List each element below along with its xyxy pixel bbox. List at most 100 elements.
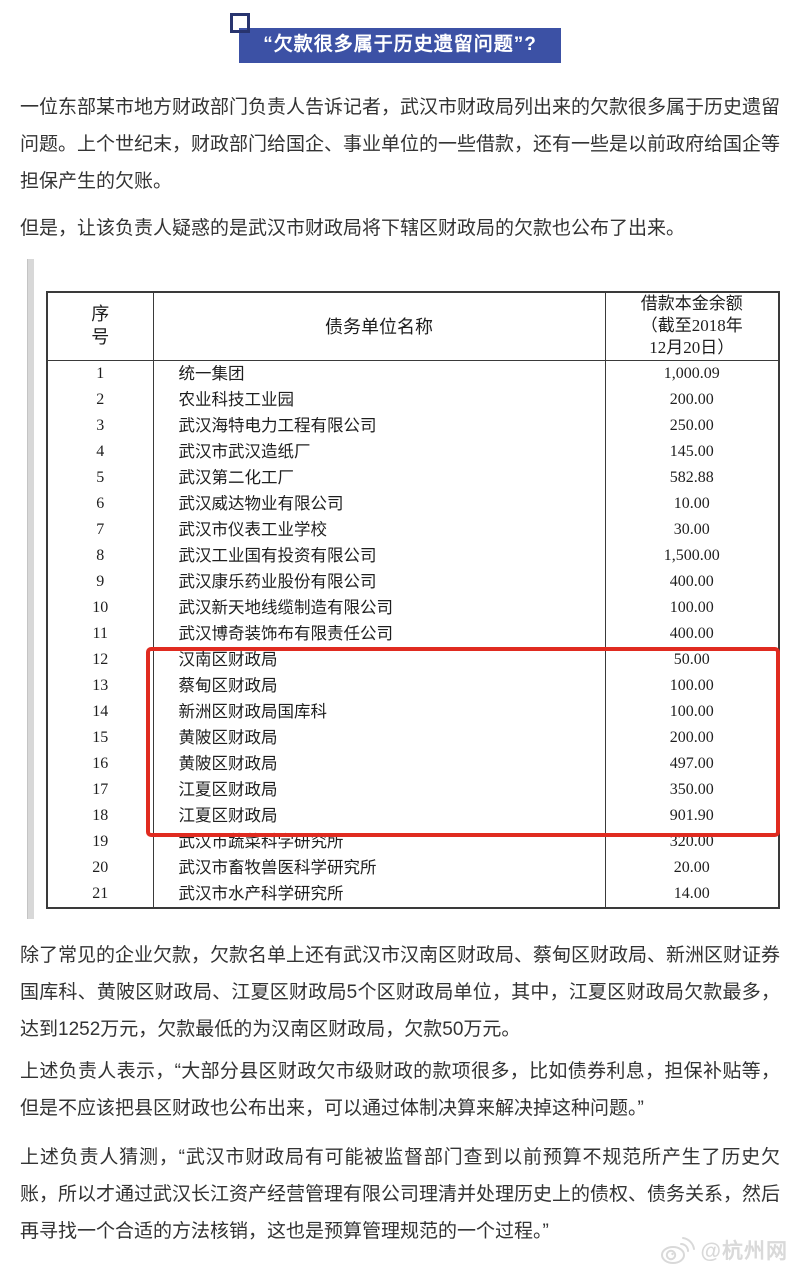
table-row: 20 武汉市畜牧兽医科学研究所 20.00	[46, 854, 780, 881]
table-row: 7 武汉市仪表工业学校 30.00	[46, 516, 780, 543]
watermark-handle: @杭州网	[700, 1240, 788, 1263]
debtor-name: 黄陂区财政局	[152, 750, 606, 777]
row-number: 1	[46, 360, 154, 387]
debtor-name: 武汉威达物业有限公司	[152, 490, 606, 517]
row-number: 15	[46, 724, 154, 751]
debtor-name: 武汉市畜牧兽医科学研究所	[152, 854, 606, 881]
table-row: 10 武汉新天地线缆制造有限公司 100.00	[46, 594, 780, 621]
loan-amount: 250.00	[604, 412, 780, 439]
table-row: 1 统一集团 1,000.09	[46, 360, 780, 387]
debtor-name: 新洲区财政局国库科	[152, 698, 606, 725]
article-paragraph-2: 但是，让该负责人疑惑的是武汉市财政局将下辖区财政局的欠款也公布了出来。	[20, 218, 686, 239]
loan-amount: 582.88	[604, 464, 780, 491]
debt-table: 序号 债务单位名称 借款本金余额 （截至2018年 12月20日） 1 统一集团…	[46, 291, 780, 909]
table-row: 9 武汉康乐药业股份有限公司 400.00	[46, 568, 780, 595]
row-number: 2	[46, 386, 154, 413]
row-number: 21	[46, 880, 154, 908]
row-number: 14	[46, 698, 154, 725]
row-number: 16	[46, 750, 154, 777]
loan-amount: 400.00	[604, 568, 780, 595]
loan-amount: 1,000.09	[604, 360, 780, 387]
loan-amount: 901.90	[604, 802, 780, 829]
row-number: 17	[46, 776, 154, 803]
row-number: 11	[46, 620, 154, 647]
loan-amount: 145.00	[604, 438, 780, 465]
table-row: 5 武汉第二化工厂 582.88	[46, 464, 780, 491]
debtor-name: 武汉第二化工厂	[152, 464, 606, 491]
table-row: 2 农业科技工业园 200.00	[46, 386, 780, 413]
loan-amount: 30.00	[604, 516, 780, 543]
table-row: 13 蔡甸区财政局 100.00	[46, 672, 780, 699]
table-row: 14 新洲区财政局国库科 100.00	[46, 698, 780, 725]
debt-table-body: 1 统一集团 1,000.09 2 农业科技工业园 200.00 3 武汉海特电…	[46, 360, 780, 908]
weibo-icon	[660, 1237, 695, 1264]
debtor-name: 武汉新天地线缆制造有限公司	[152, 594, 606, 621]
article-paragraph-4: 上述负责人表示，“大部分县区财政欠市级财政的款项很多，比如债券利息，担保补贴等，…	[20, 1061, 780, 1119]
loan-amount: 100.00	[604, 594, 780, 621]
loan-amount: 50.00	[604, 646, 780, 673]
table-row: 18 江夏区财政局 901.90	[46, 802, 780, 829]
loan-amount: 350.00	[604, 776, 780, 803]
row-number: 7	[46, 516, 154, 543]
debtor-name: 江夏区财政局	[152, 776, 606, 803]
table-row: 6 武汉威达物业有限公司 10.00	[46, 490, 780, 517]
column-header-name: 债务单位名称	[152, 292, 606, 361]
row-number: 20	[46, 854, 154, 881]
table-row: 19 武汉市蔬菜科学研究所 320.00	[46, 828, 780, 855]
loan-amount: 200.00	[604, 386, 780, 413]
table-screenshot: 序号 债务单位名称 借款本金余额 （截至2018年 12月20日） 1 统一集团…	[0, 259, 800, 919]
row-number: 3	[46, 412, 154, 439]
loan-amount: 14.00	[604, 880, 780, 908]
table-row: 11 武汉博奇装饰布有限责任公司 400.00	[46, 620, 780, 647]
loan-amount: 100.00	[604, 698, 780, 725]
row-number: 19	[46, 828, 154, 855]
debtor-name: 武汉市仪表工业学校	[152, 516, 606, 543]
row-number: 18	[46, 802, 154, 829]
row-number: 5	[46, 464, 154, 491]
corner-mark-icon	[230, 13, 251, 33]
loan-amount: 20.00	[604, 854, 780, 881]
table-row: 8 武汉工业国有投资有限公司 1,500.00	[46, 542, 780, 569]
loan-amount: 400.00	[604, 620, 780, 647]
row-number: 6	[46, 490, 154, 517]
debtor-name: 黄陂区财政局	[152, 724, 606, 751]
banner-row: “欠款很多属于历史遗留问题”?	[0, 13, 800, 63]
headline-banner: “欠款很多属于历史遗留问题”?	[230, 13, 561, 63]
debtor-name: 武汉康乐药业股份有限公司	[152, 568, 606, 595]
column-header-no: 序号	[46, 292, 154, 361]
scan-edge-strip	[27, 259, 34, 919]
row-number: 12	[46, 646, 154, 673]
loan-amount: 10.00	[604, 490, 780, 517]
debtor-name: 统一集团	[152, 360, 606, 387]
row-number: 9	[46, 568, 154, 595]
column-header-amount: 借款本金余额 （截至2018年 12月20日）	[604, 292, 780, 361]
loan-amount: 200.00	[604, 724, 780, 751]
article-paragraph-5: 上述负责人猜测，“武汉市财政局有可能被监督部门查到以前预算不规范所产生了历史欠账…	[20, 1147, 781, 1242]
debtor-name: 武汉工业国有投资有限公司	[152, 542, 606, 569]
debtor-name: 武汉市水产科学研究所	[152, 880, 606, 908]
article-paragraph-1: 一位东部某市地方财政部门负责人告诉记者，武汉市财政局列出来的欠款很多属于历史遗留…	[20, 97, 781, 192]
headline-text: “欠款很多属于历史遗留问题”?	[263, 34, 537, 55]
debtor-name: 农业科技工业园	[152, 386, 606, 413]
table-row: 17 江夏区财政局 350.00	[46, 776, 780, 803]
debtor-name: 蔡甸区财政局	[152, 672, 606, 699]
row-number: 4	[46, 438, 154, 465]
row-number: 13	[46, 672, 154, 699]
table-row: 4 武汉市武汉造纸厂 145.00	[46, 438, 780, 465]
row-number: 10	[46, 594, 154, 621]
loan-amount: 497.00	[604, 750, 780, 777]
debtor-name: 武汉市武汉造纸厂	[152, 438, 606, 465]
table-row: 12 汉南区财政局 50.00	[46, 646, 780, 673]
watermark: @杭州网	[660, 1234, 788, 1266]
debtor-name: 武汉海特电力工程有限公司	[152, 412, 606, 439]
debtor-name: 汉南区财政局	[152, 646, 606, 673]
debtor-name: 江夏区财政局	[152, 802, 606, 829]
loan-amount: 100.00	[604, 672, 780, 699]
loan-amount: 1,500.00	[604, 542, 780, 569]
table-row: 16 黄陂区财政局 497.00	[46, 750, 780, 777]
debtor-name: 武汉博奇装饰布有限责任公司	[152, 620, 606, 647]
debtor-name: 武汉市蔬菜科学研究所	[152, 828, 606, 855]
row-number: 8	[46, 542, 154, 569]
article-paragraph-3: 除了常见的企业欠款，欠款名单上还有武汉市汉南区财政局、蔡甸区财政局、新洲区财证券…	[20, 945, 781, 1040]
table-row: 21 武汉市水产科学研究所 14.00	[46, 880, 780, 908]
